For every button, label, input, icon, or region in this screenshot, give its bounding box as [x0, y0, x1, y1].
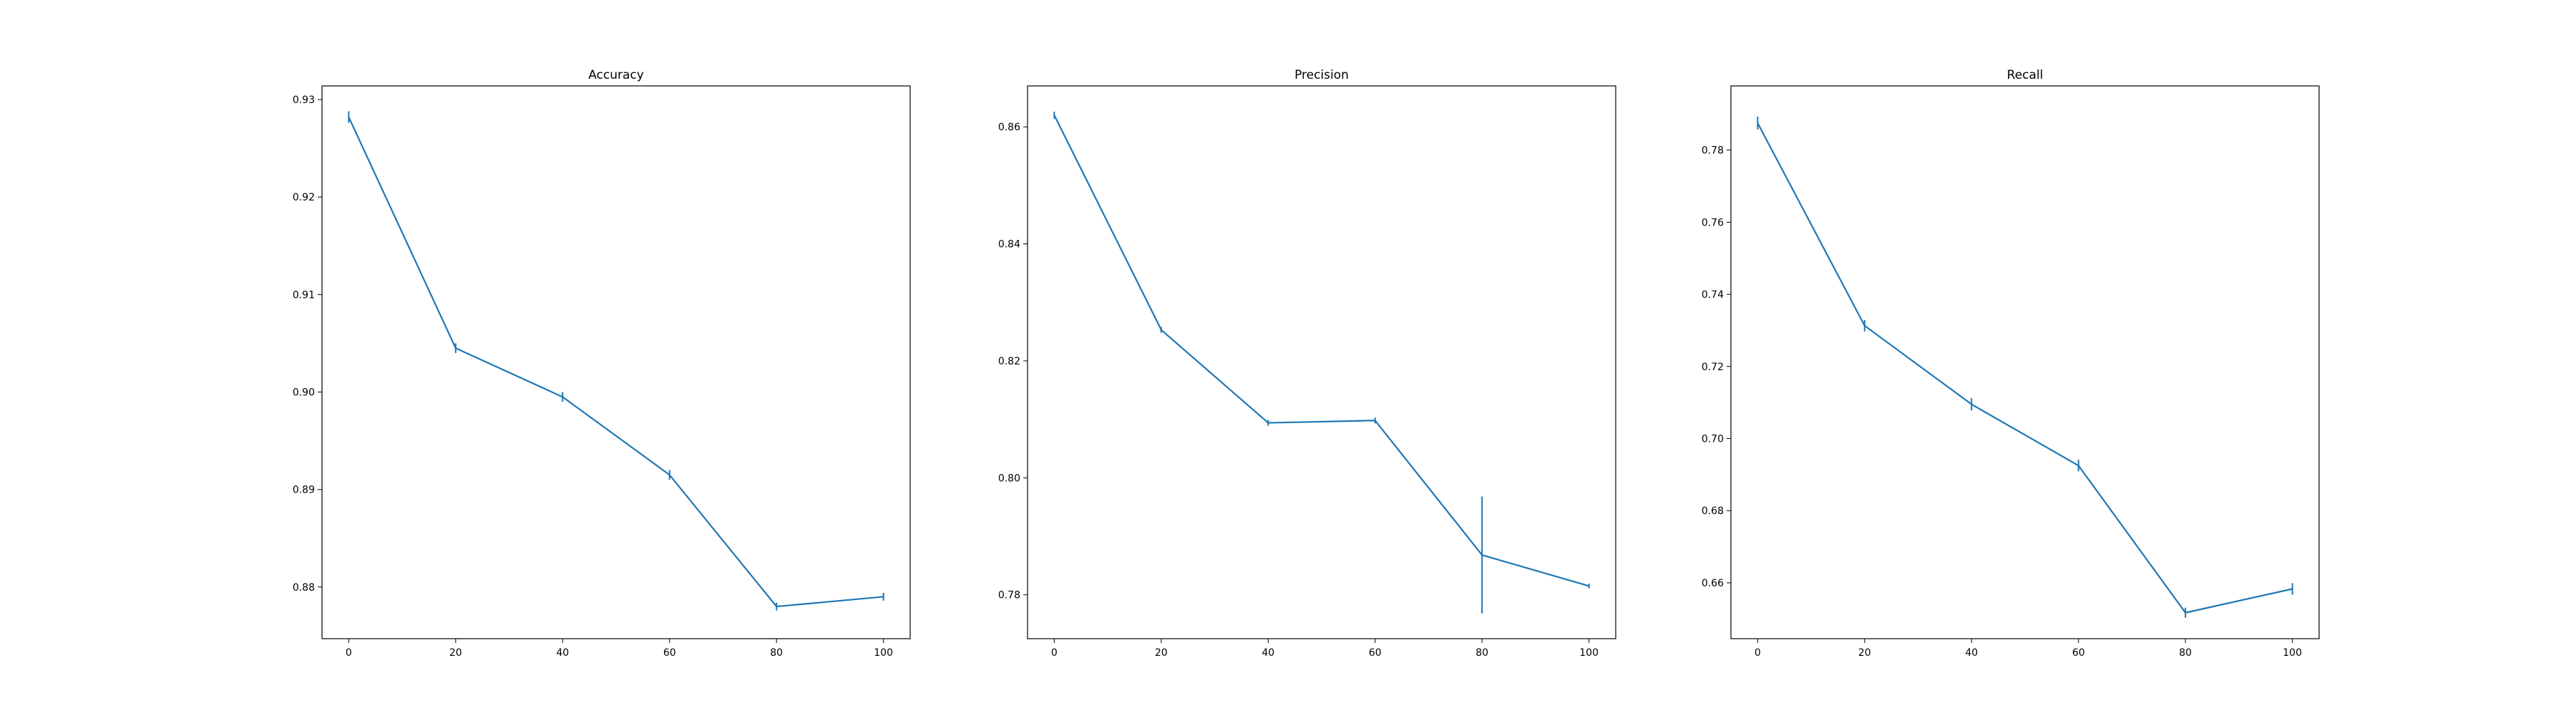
data-point — [2291, 588, 2293, 590]
axes-frame — [1730, 85, 2320, 639]
data-point — [1588, 585, 1590, 587]
y-tick-label: 0.80 — [998, 473, 1020, 484]
x-tick-label: 40 — [1262, 647, 1274, 659]
x-tick-label: 0 — [346, 647, 352, 659]
y-tick-label: 0.82 — [998, 356, 1020, 367]
data-point — [1863, 324, 1866, 327]
y-tick-label: 0.78 — [1702, 145, 1724, 157]
series-line — [1053, 115, 1589, 587]
x-tick-label: 20 — [449, 647, 462, 659]
data-point — [2077, 465, 2079, 467]
y-tick-label: 0.88 — [293, 582, 315, 594]
data-point — [348, 116, 350, 118]
data-point — [882, 596, 884, 598]
y-tick-label: 0.78 — [998, 590, 1020, 601]
data-point — [1757, 122, 1759, 125]
data-point — [1374, 420, 1376, 422]
chart-title: Accuracy — [588, 68, 644, 82]
x-tick-label: 100 — [874, 647, 893, 659]
y-tick-label: 0.86 — [998, 122, 1020, 133]
axes-frame — [1027, 85, 1616, 639]
data-point — [1971, 403, 1973, 405]
y-tick-label: 0.90 — [293, 387, 315, 399]
data-point — [562, 396, 564, 398]
data-point — [454, 347, 457, 349]
x-tick-label: 80 — [2179, 647, 2192, 659]
x-tick-label: 80 — [1475, 647, 1488, 659]
data-point — [2184, 611, 2187, 614]
y-tick-label: 0.76 — [1702, 217, 1724, 228]
series-line — [1757, 122, 2293, 614]
x-tick-label: 40 — [556, 647, 569, 659]
y-tick-label: 0.74 — [1702, 289, 1724, 301]
y-tick-label: 0.66 — [1702, 578, 1724, 589]
data-point — [668, 474, 670, 476]
x-tick-label: 0 — [1755, 647, 1761, 659]
y-tick-label: 0.70 — [1702, 434, 1724, 445]
x-tick-label: 60 — [663, 647, 676, 659]
data-point — [1480, 553, 1483, 556]
chart-title: Recall — [2007, 68, 2044, 82]
x-tick-label: 80 — [770, 647, 783, 659]
y-tick-label: 0.93 — [293, 95, 315, 106]
axes-frame — [321, 85, 911, 639]
x-tick-label: 60 — [1369, 647, 1382, 659]
y-tick-label: 0.92 — [293, 192, 315, 203]
x-tick-label: 20 — [1858, 647, 1871, 659]
series-line — [348, 117, 884, 608]
y-tick-label: 0.91 — [293, 289, 315, 301]
data-point — [1053, 114, 1055, 117]
x-tick-label: 100 — [1579, 647, 1599, 659]
y-tick-label: 0.72 — [1702, 362, 1724, 373]
x-tick-label: 100 — [2283, 647, 2302, 659]
x-tick-label: 60 — [2072, 647, 2085, 659]
chart-recall: Recall 0 20 40 60 80 100 0.66 0.68 0.70 0.72 0.74 0.… — [1702, 68, 2320, 659]
chart-title: Precision — [1294, 68, 1349, 82]
x-tick-label: 40 — [1965, 647, 1978, 659]
data-point — [1160, 329, 1163, 331]
chart-precision: Precision 0 20 40 60 80 100 0.78 0.80 0.82 0.84 0.8… — [998, 68, 1616, 659]
y-tick-label: 0.84 — [998, 239, 1020, 251]
y-tick-label: 0.68 — [1702, 505, 1724, 517]
data-point — [775, 605, 778, 608]
x-tick-label: 20 — [1155, 647, 1168, 659]
chart-accuracy: Accuracy 0 20 40 60 80 100 0.88 0.89 0.90 0.91 0.92… — [293, 68, 911, 659]
y-tick-label: 0.89 — [293, 485, 315, 496]
data-point — [1267, 422, 1269, 424]
x-tick-label: 0 — [1051, 647, 1058, 659]
